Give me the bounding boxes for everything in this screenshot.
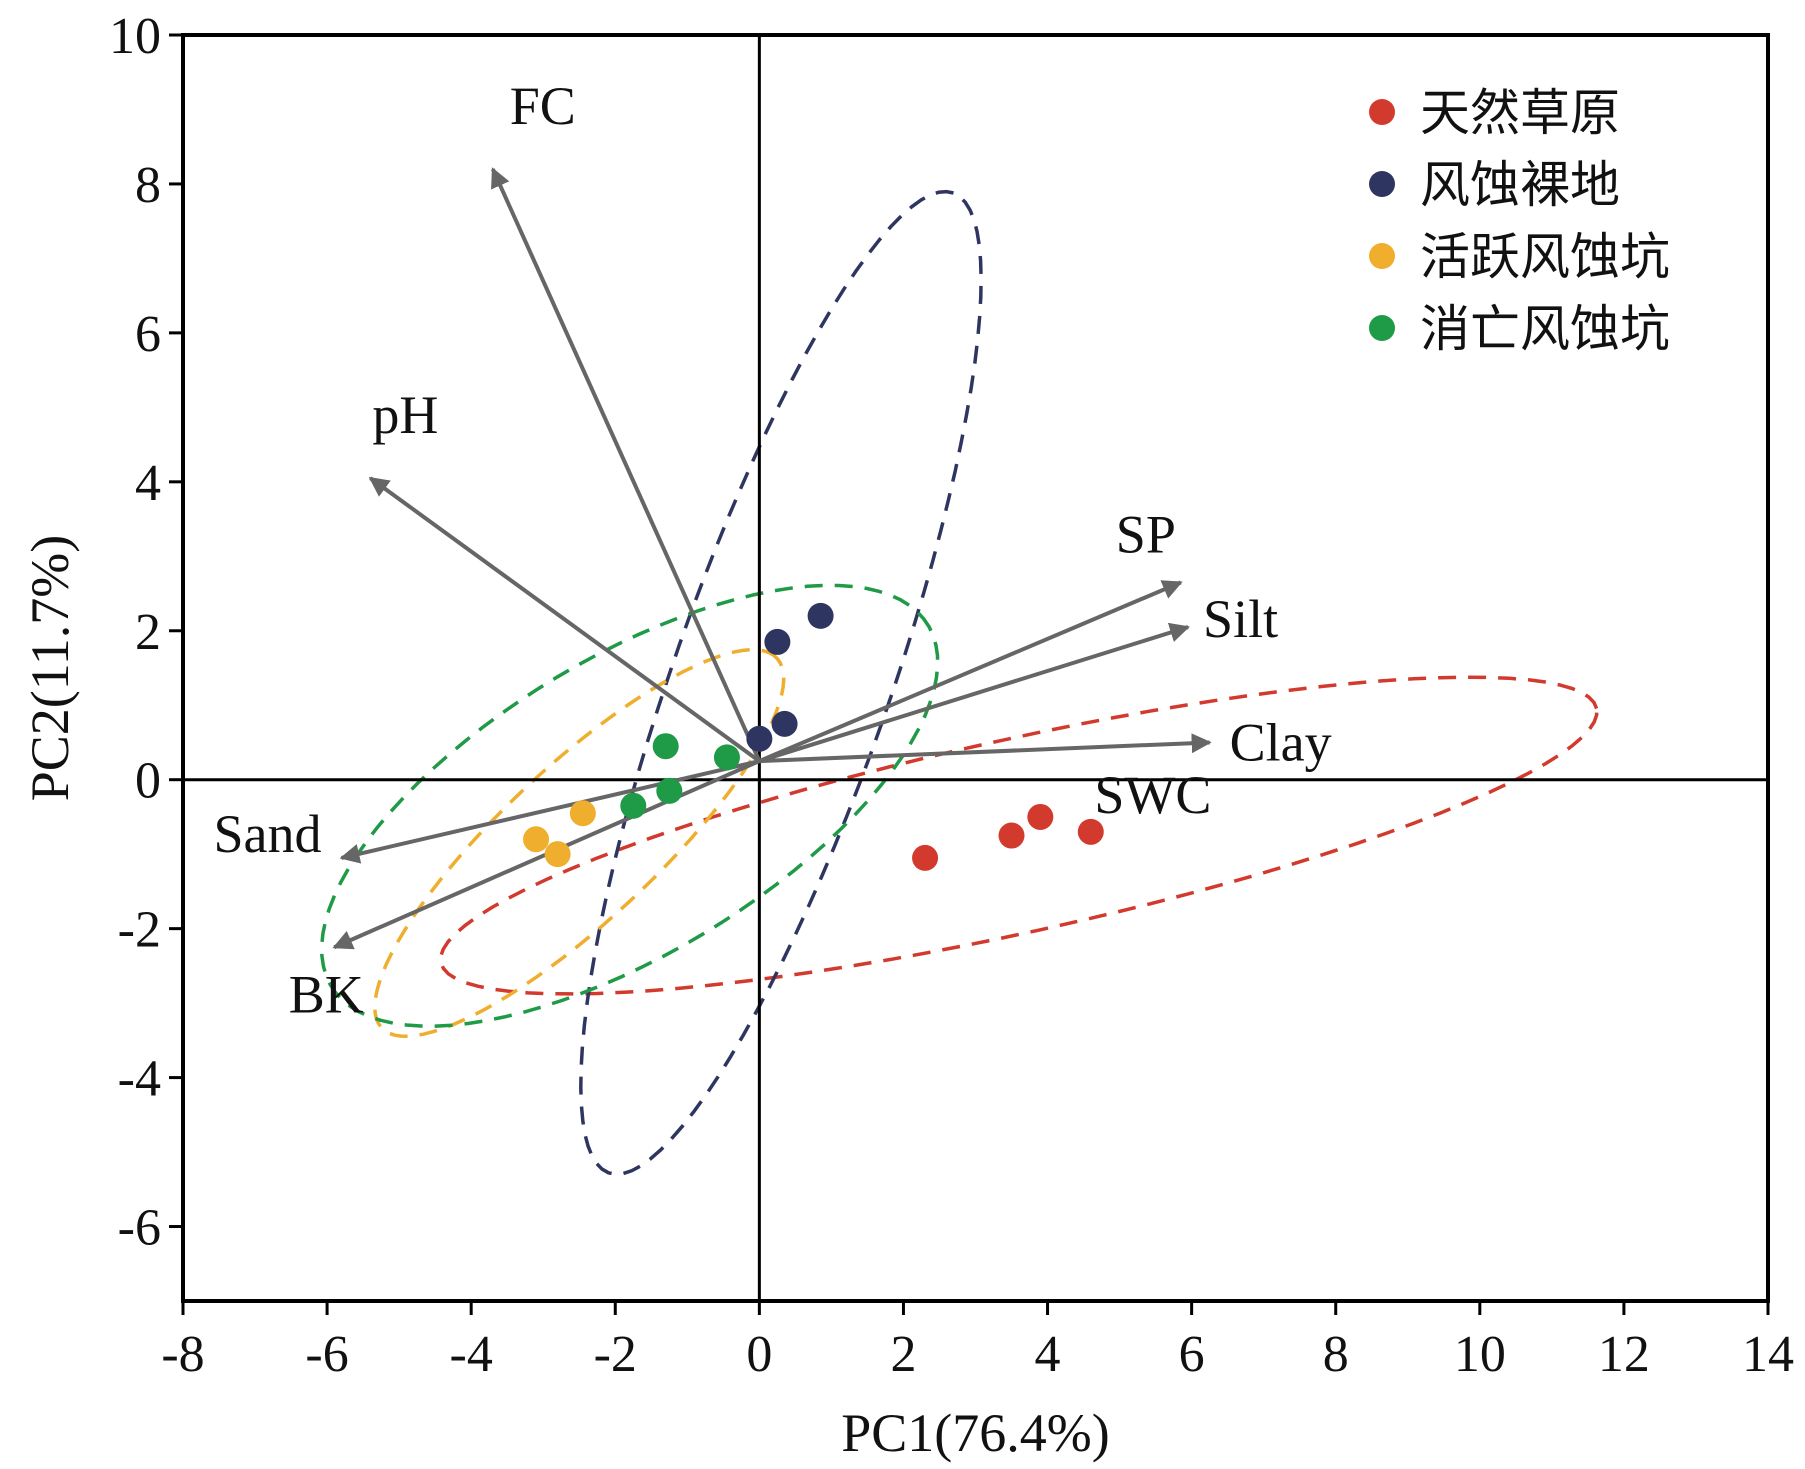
y-axis-title: PC2(11.7%)	[20, 535, 80, 802]
point-消亡风蚀坑	[620, 792, 647, 819]
legend-label: 活跃风蚀坑	[1420, 229, 1670, 285]
vector-sp-arrow	[758, 580, 1183, 763]
x-tick-label: 0	[746, 1326, 772, 1383]
point-活跃风蚀坑	[523, 826, 550, 853]
vector-silt-arrow	[758, 622, 1190, 763]
point-活跃风蚀坑	[569, 800, 596, 827]
vector-fc-arrow	[490, 167, 762, 762]
x-tick-label: 8	[1323, 1326, 1349, 1383]
x-tick-label: -8	[161, 1326, 204, 1383]
legend-label: 天然草原	[1420, 85, 1620, 141]
ellipse-风蚀裸地	[579, 189, 983, 1176]
y-tick-label: -4	[118, 1051, 161, 1108]
vector-swc-label: SWC	[1094, 765, 1211, 825]
legend-marker	[1369, 171, 1395, 197]
x-tick-label: -4	[450, 1326, 493, 1383]
sample-points	[523, 602, 1104, 871]
vector-clay-arrow	[759, 733, 1212, 764]
zero-lines	[183, 35, 1768, 1301]
point-消亡风蚀坑	[656, 777, 683, 804]
legend-marker	[1369, 315, 1395, 341]
vector-clay-label: Clay	[1230, 712, 1332, 772]
y-tick-label: -6	[118, 1200, 161, 1257]
vector-sand-label: Sand	[214, 804, 322, 864]
y-tick-label: 0	[135, 753, 161, 810]
y-tick-label: 4	[135, 455, 161, 512]
vector-silt-label: Silt	[1203, 589, 1278, 649]
x-tick-label: 12	[1598, 1326, 1650, 1383]
point-天然草原	[998, 822, 1025, 849]
y-tick-label: 6	[135, 306, 161, 363]
vector-sand-arrow	[339, 759, 760, 864]
y-tick-label: 2	[135, 604, 161, 661]
x-tick-label: 4	[1035, 1326, 1061, 1383]
ellipse-消亡风蚀坑	[320, 583, 940, 1028]
y-tick-label: -2	[118, 902, 161, 959]
point-风蚀裸地	[764, 628, 791, 655]
legend-marker	[1369, 99, 1395, 125]
vector-bk-label: BK	[289, 964, 364, 1024]
y-tick-label: 10	[109, 8, 161, 65]
ellipse-天然草原	[439, 675, 1599, 996]
point-天然草原	[912, 844, 939, 871]
x-tick-label: -6	[305, 1326, 348, 1383]
x-axis-ticks: -8 -6 -4 -2 0 2 4 6 8 10 12 14	[161, 1301, 1794, 1383]
legend-label: 消亡风蚀坑	[1420, 301, 1670, 357]
x-tick-label: -2	[594, 1326, 637, 1383]
vector-fc-label: FC	[510, 76, 576, 136]
point-活跃风蚀坑	[544, 841, 571, 868]
y-axis-ticks: -6 -4 -2 0 2 4 6 8 10	[109, 8, 183, 1257]
point-消亡风蚀坑	[652, 733, 679, 760]
x-tick-label: 14	[1742, 1326, 1794, 1383]
y-tick-label: 8	[135, 157, 161, 214]
vector-ph-arrow	[368, 476, 761, 763]
point-天然草原	[1077, 818, 1104, 845]
ellipse-活跃风蚀坑	[373, 647, 786, 1039]
vector-ph-label: pH	[372, 385, 438, 445]
legend-marker	[1369, 243, 1395, 269]
point-风蚀裸地	[807, 602, 834, 629]
point-风蚀裸地	[771, 710, 798, 737]
x-axis-title: PC1(76.4%)	[841, 1403, 1110, 1463]
legend-label: 风蚀裸地	[1420, 157, 1620, 213]
vector-sp-label: SP	[1116, 504, 1176, 564]
plot-frame	[181, 33, 1770, 1303]
loading-vectors: FC pH SP Silt Clay SWC Sand BK	[214, 76, 1332, 1024]
x-tick-label: 2	[890, 1326, 916, 1383]
point-消亡风蚀坑	[713, 744, 740, 771]
point-天然草原	[1027, 803, 1054, 830]
confidence-ellipses	[320, 189, 1599, 1176]
x-tick-label: 10	[1454, 1326, 1506, 1383]
point-风蚀裸地	[746, 725, 773, 752]
x-tick-label: 6	[1179, 1326, 1205, 1383]
